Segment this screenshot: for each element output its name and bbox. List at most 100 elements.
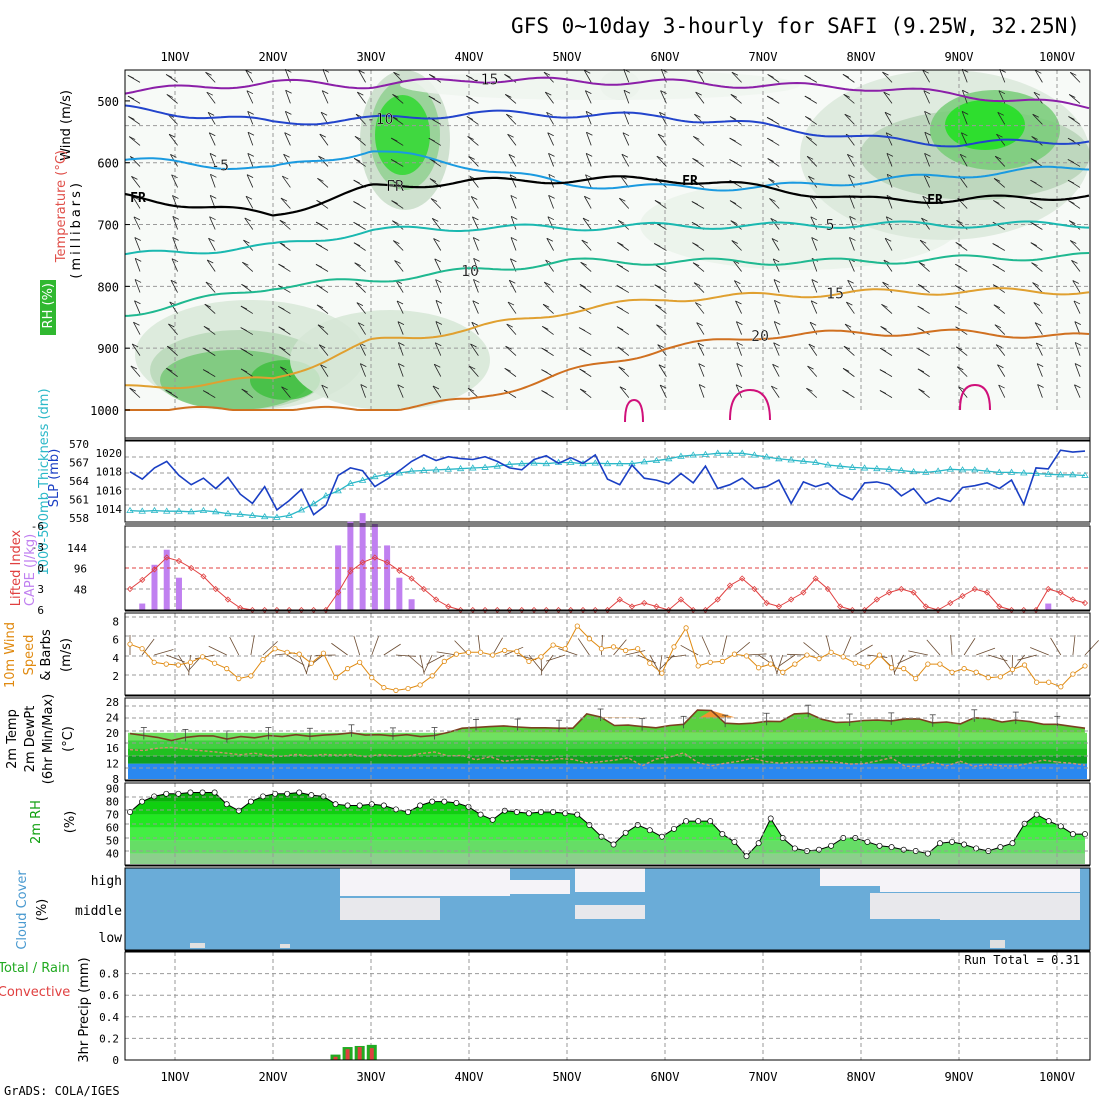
wind-barb [398,342,405,356]
wind-speed-point [212,660,218,666]
lifted-index-point [873,596,880,603]
wind-barb-10m [395,654,416,657]
wind-barb [767,74,780,83]
wind-barb [390,159,404,167]
wind-barb [767,158,780,167]
lifted-index-point [800,589,807,596]
wind-barb [243,239,254,251]
wind-barb [203,325,216,335]
temperature-axis-label: Temperature (°C) [54,150,69,263]
wind-barb [918,261,930,272]
wind-barb [729,137,742,146]
wind-speed-point [731,651,738,657]
wind-barb [543,281,554,293]
wind-speed-point [888,665,895,671]
rh-tick: 70 [106,809,119,822]
wind-barb [655,304,667,314]
isotherm-label: 10 [461,262,479,280]
rh-point [368,801,375,808]
thickness-point [383,470,391,477]
wind-barb [205,281,216,293]
slp-tick: 1020 [96,447,123,460]
wind-barb [507,133,517,146]
wind-barb [693,282,705,293]
wind-speed-point [308,660,314,666]
wind-barb-10m [250,635,255,656]
cape-bar [347,521,354,610]
wind-barb [1032,113,1043,125]
wind-barb [1069,240,1081,251]
temperature-tick: 20 [106,727,119,740]
rh-axis-label: RH (%) [41,283,56,328]
wind-barb [961,110,969,125]
wind-barb [246,90,254,104]
wind-barb [397,321,405,335]
wind-speed-point [949,669,955,675]
lifted-index-point [714,596,721,603]
wind-barb [279,346,291,356]
rh-point [211,789,218,796]
wind-barb [470,343,479,356]
wind-speed-point [477,649,484,655]
wind-barb [134,237,141,251]
thickness-point [1056,471,1065,478]
wind-speed-point [296,651,302,657]
wind-barb [472,237,480,251]
thickness-point [260,512,269,520]
wind-barb [130,365,141,377]
wind-speed-tick: 2 [112,670,119,683]
wind-speed-tick: 4 [112,652,119,665]
wind-barb [393,71,404,83]
wind-barb [1030,221,1043,230]
wind-speed-point [925,661,931,667]
wind-barb [468,365,479,377]
wind-barb [360,384,367,398]
thickness-point [236,510,244,517]
wind-speed-point [961,666,967,672]
thickness-point [211,508,220,515]
thickness-point [150,506,159,513]
wind-barb [393,240,404,251]
thickness-point [848,463,857,470]
temperature-band [128,740,1087,749]
rh-point [1082,831,1088,838]
rh-point [816,846,823,853]
lifted-index-point [359,559,366,566]
wind-speed-point [635,646,641,652]
wind-barb [1067,179,1081,188]
lifted-index-point [408,575,415,582]
wind-barb [884,237,893,251]
wind-barb [205,71,216,83]
wind-barb [247,131,255,146]
wind-barb [995,344,1006,356]
wind-barb [772,363,780,377]
wind-barb [394,260,404,272]
wind-barb [766,117,780,125]
lifted-index-point [837,603,844,610]
precip-convective-axis-label: Convective [0,985,70,1000]
wind-speed-point [441,658,447,664]
wind-barb [843,345,855,356]
wind-speed-point [647,660,653,666]
thickness-point [885,465,893,472]
precip-tick: 0.6 [99,989,119,1002]
rh-point [791,845,798,852]
lifted-index-tick: -6 [31,520,44,533]
wind-barb [433,238,442,251]
lifted-index-point [445,603,452,610]
wind-barb [696,69,705,83]
wind-barb [698,363,705,377]
thickness-point [922,468,930,475]
wind-barb-10m [734,641,751,656]
rh-point [538,809,544,815]
precip-convective-bar [345,1049,350,1060]
wind-barb-10m [950,635,953,656]
wind-barb [241,388,254,398]
lifted-index-point [959,592,966,600]
wind-barb [1030,201,1043,209]
wind-barb [1030,179,1043,188]
rh-point [671,825,677,832]
wind-speed-point [780,669,786,675]
wind-barb [956,366,968,377]
wind-barb [166,367,178,377]
